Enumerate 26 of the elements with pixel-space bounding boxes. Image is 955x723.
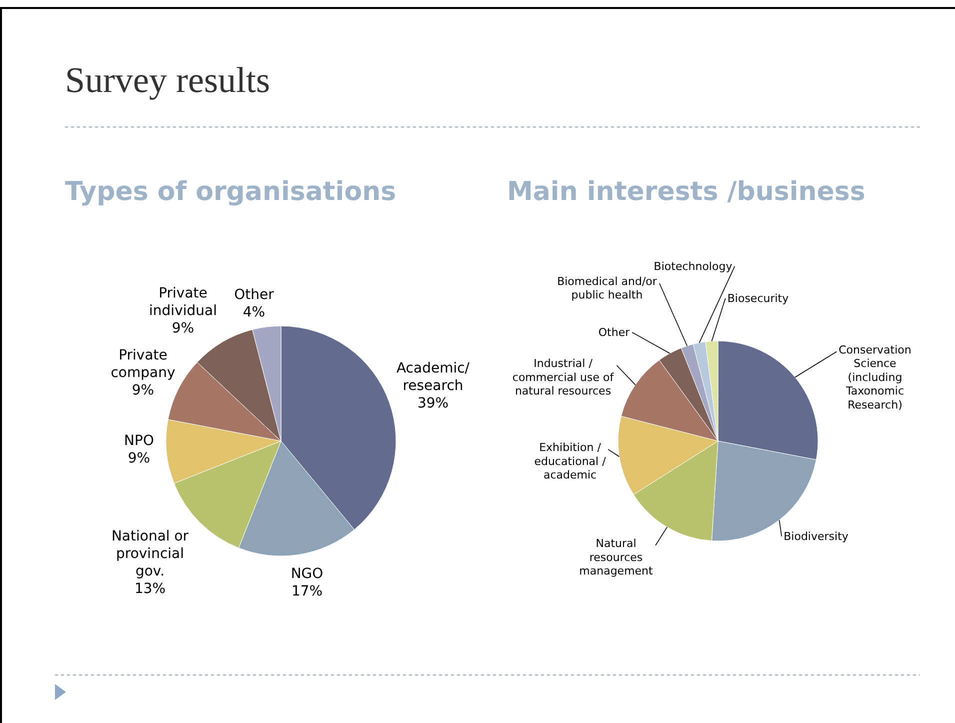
slice-label: Industrial / commercial use of natural resources: [512, 357, 615, 398]
slice-label: Private individual: [149, 285, 217, 319]
slice-label: Biosecurity: [727, 292, 790, 305]
slice-label: National or provincial gov.: [111, 528, 189, 580]
slice-label: Biodiversity: [784, 530, 849, 543]
data-label: 9%: [128, 450, 150, 467]
chart-title: Main interests /business: [507, 177, 866, 207]
data-label: 4%: [242, 304, 266, 321]
data-label: 9%: [172, 320, 194, 336]
slice-label: Private company: [110, 347, 176, 381]
slice-label: Biomedical and/or public health: [557, 274, 658, 302]
slice-label: Academic/ research: [396, 360, 470, 394]
slice-label: NGO: [290, 566, 324, 582]
slice-label: Other: [234, 287, 274, 304]
slice-label: NPO: [124, 433, 154, 450]
data-label: 9%: [132, 382, 154, 398]
data-label: 17%: [291, 584, 323, 600]
slice-label: Conservation Science (including Taxonomic Research): [838, 343, 912, 412]
text: Survey results: [65, 60, 270, 100]
slice-label: Natural resources management: [579, 537, 654, 578]
slice-label: Biotechnology: [654, 260, 733, 273]
slice-label: Other: [598, 326, 630, 339]
data-label: 13%: [134, 581, 166, 598]
data-label: 39%: [417, 395, 449, 412]
slice-label: Exhibition / educational / academic: [534, 441, 606, 482]
chart-title: Types of organisations: [65, 177, 396, 207]
